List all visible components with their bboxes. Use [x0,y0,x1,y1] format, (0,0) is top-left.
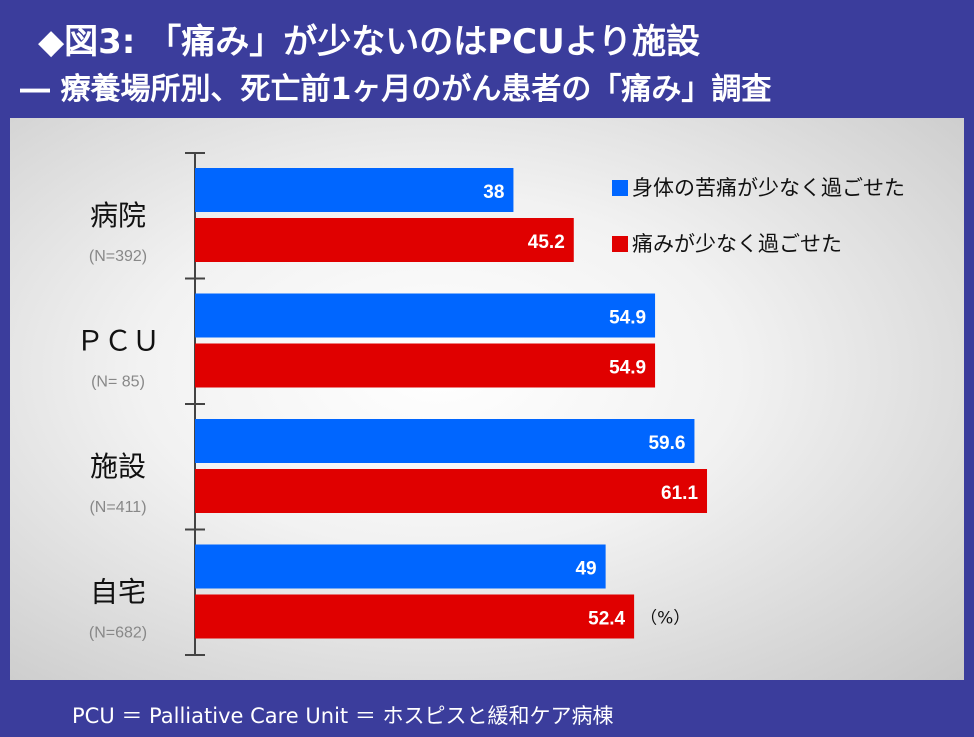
bar-pain [195,594,635,639]
category-n-label: (N= 85) [91,374,145,391]
legend-swatch [612,180,628,196]
category-n-label: (N=411) [89,499,146,516]
bar-physical [195,293,656,338]
bar-physical [195,419,695,463]
data-label: 45.2 [528,232,565,253]
data-label: 49 [575,559,596,580]
data-label: 54.9 [609,358,646,379]
bar-pain [195,469,708,513]
bar-pain [195,343,656,388]
bar-physical [195,544,606,589]
data-label: 52.4 [588,609,625,630]
category-label: 病院 [90,199,146,232]
category-n-label: (N=682) [89,625,147,642]
data-label: 59.6 [648,433,685,454]
legend-label: 身体の苦痛が少なく過ごせた [632,176,905,200]
data-label: 54.9 [609,308,646,329]
category-n-label: (N=392) [89,248,147,265]
chart-title: ◆図3: 「痛み」が少ないのはPCUより施設 [38,22,701,62]
data-label: 61.1 [661,483,698,504]
legend-label: 痛みが少なく過ごせた [632,232,842,256]
chart-subtitle: ― 療養場所別、死亡前1ヶ月のがん患者の「痛み」調査 [20,72,772,107]
unit-label: （%） [640,609,690,629]
bar-pain [195,218,574,262]
category-label: ＰＣＵ [76,325,160,358]
data-label: 38 [483,182,504,203]
legend-swatch [612,236,628,252]
category-label: 施設 [90,450,146,483]
category-label: 自宅 [90,576,146,609]
bar-physical [195,168,514,212]
footnote: PCU ＝ Palliative Care Unit ＝ ホスピスと緩和ケア病棟 [72,704,614,728]
